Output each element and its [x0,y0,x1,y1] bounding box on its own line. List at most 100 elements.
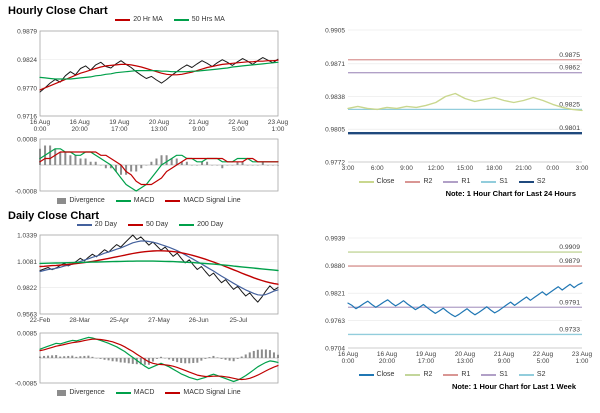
legend-item: R2 [405,371,432,378]
daily-pivot-chart: 0.9939 0.9880 0.9821 0.9763 0.9704 0.9909 0.98… [325,236,592,366]
svg-text:0.0008: 0.0008 [17,137,37,144]
svg-text:0.9763: 0.9763 [325,318,345,325]
svg-text:26-Jun: 26-Jun [189,317,209,324]
legend-swatch [76,223,92,226]
svg-text:0.9909: 0.9909 [559,244,580,251]
legend-label: Divergence [69,197,105,204]
hourly-chart-title: Hourly Close Chart [8,5,108,17]
svg-text:0.9939: 0.9939 [325,236,345,243]
legend-swatch [481,373,497,376]
svg-text:0.9716: 0.9716 [17,114,37,121]
legend-label: Divergence [69,389,105,396]
legend-swatch [173,18,189,21]
legend-swatch [179,223,195,226]
svg-text:21:00: 21:00 [515,165,532,172]
svg-text:0.9791: 0.9791 [559,299,580,306]
svg-text:25-Apr: 25-Apr [110,317,130,324]
legend-label: R1 [461,371,471,378]
svg-text:3:00: 3:00 [342,165,355,172]
daily-macd-legend: Divergence MACD MACD Signal Line [8,389,290,396]
svg-text:0.9563: 0.9563 [17,312,37,319]
svg-text:18:00: 18:00 [486,165,503,172]
legend-item: R1 [443,178,470,185]
svg-text:0.9805: 0.9805 [325,127,345,134]
legend-item: 50 Day [127,221,168,228]
legend-item: S1 [481,371,508,378]
svg-text:0.9880: 0.9880 [325,263,345,270]
hourly-ma-legend: 20 Hr MA 50 Hrs MA [60,16,280,23]
hourly-macd-chart: 0.0008 -0.0008 [15,137,279,196]
svg-text:0.9879: 0.9879 [559,258,580,265]
svg-text:0:00: 0:00 [546,165,559,172]
svg-text:0.9772: 0.9772 [325,160,345,167]
daily-chart-title: Daily Close Chart [8,210,100,222]
daily-macd-chart: 0.0085 -0.0085 [15,331,279,388]
legend-swatch [518,180,534,183]
legend-label: Close [376,178,395,185]
legend-item: MACD [115,389,155,396]
legend-item: S2 [518,178,545,185]
svg-text:0.9770: 0.9770 [17,85,37,92]
legend-label: S1 [499,178,508,185]
legend-swatch [443,373,459,376]
svg-text:12:00: 12:00 [428,165,445,172]
hourly-pivot-legend: Close R2 R1 S1 S2 [312,178,592,185]
svg-text:0.9821: 0.9821 [325,291,345,298]
svg-text:1.0339: 1.0339 [17,233,37,240]
legend-label: MACD Signal Line [183,389,241,396]
legend-swatch [358,373,374,376]
legend-swatch [115,391,131,394]
svg-text:3:00: 3:00 [576,165,589,172]
legend-label: 200 Day [197,221,224,228]
hourly-macd-legend: Divergence MACD MACD Signal Line [8,197,290,204]
svg-text:-0.0085: -0.0085 [15,381,37,388]
svg-text:1.0081: 1.0081 [17,259,37,266]
svg-text:-0.0008: -0.0008 [15,189,37,196]
svg-text:0.0085: 0.0085 [17,331,37,338]
legend-label: S1 [499,371,508,378]
legend-swatch [57,197,67,204]
legend-swatch [358,180,374,183]
daily-ma-legend: 20 Day 50 Day 200 Day [40,221,260,228]
legend-item: R2 [405,178,432,185]
legend-swatch [57,389,67,396]
svg-text:27-May: 27-May [148,317,170,324]
legend-label: R1 [461,178,471,185]
svg-text:25-Jul: 25-Jul [229,317,247,324]
legend-label: MACD [133,389,155,396]
legend-item: Close [358,371,395,378]
svg-text:0.9733: 0.9733 [559,326,580,333]
legend-item: 200 Day [179,221,223,228]
legend-item: S1 [481,178,508,185]
legend-swatch [127,223,143,226]
legend-label: 20 Hr MA [133,16,163,23]
legend-item: 20 Day [76,221,117,228]
legend-label: 50 Hrs MA [191,16,225,23]
legend-item: Divergence [57,197,105,204]
legend-swatch [405,180,421,183]
svg-text:0.9824: 0.9824 [17,57,37,64]
svg-text:0.9822: 0.9822 [17,285,37,292]
legend-item: 50 Hrs MA [173,16,225,23]
legend-label: MACD [133,197,155,204]
legend-item: MACD Signal Line [165,389,241,396]
legend-label: R2 [423,371,433,378]
legend-swatch [165,391,181,394]
legend-swatch [115,199,131,202]
legend-label: 20 Day [94,221,117,228]
svg-text:9:00: 9:00 [400,165,413,172]
daily-pivot-note: Note: 1 Hour Chart for Last 1 Week [451,382,576,391]
svg-text:0.9704: 0.9704 [325,346,345,353]
legend-swatch [518,373,534,376]
legend-label: Close [376,371,395,378]
